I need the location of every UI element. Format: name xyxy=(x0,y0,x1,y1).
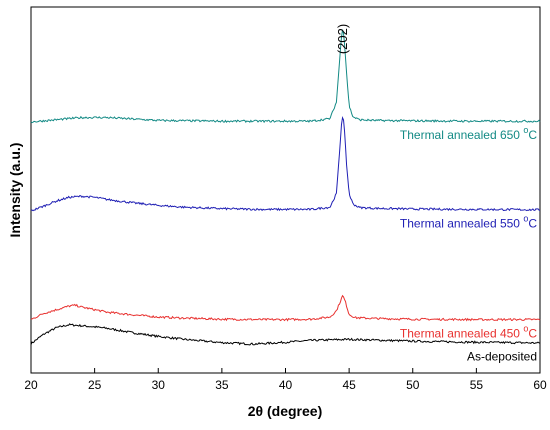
series-label-3: Thermal annealed 650 oC xyxy=(400,125,537,142)
series-layer xyxy=(30,29,541,346)
series-label-2: Thermal annealed 550 oC xyxy=(400,214,537,231)
x-tick-label: 45 xyxy=(342,378,356,392)
x-tick-label: 30 xyxy=(152,378,166,392)
x-axis-title: 2θ (degree) xyxy=(248,403,322,419)
x-tick-label: 60 xyxy=(533,378,547,392)
x-tick-label: 25 xyxy=(88,378,102,392)
x-tick-label: 40 xyxy=(279,378,293,392)
x-tick-label: 50 xyxy=(406,378,420,392)
series-line-0 xyxy=(30,323,541,346)
series-labels: As-deposited Thermal annealed 450 oC Therm… xyxy=(400,125,537,364)
x-tick-label: 20 xyxy=(24,378,38,392)
series-label-1: Thermal annealed 450 oC xyxy=(400,324,537,341)
series-line-2 xyxy=(30,115,541,212)
x-tick-label: 55 xyxy=(470,378,484,392)
series-line-1 xyxy=(30,294,541,322)
x-tick-label: 35 xyxy=(215,378,229,392)
peak-annotation-label: (202) xyxy=(335,24,350,54)
series-label-0: As-deposited xyxy=(467,350,537,364)
series-line-3 xyxy=(30,29,541,124)
y-axis-title: Intensity (a.u.) xyxy=(7,143,23,238)
x-axis-ticks: 20 25 30 35 40 45 50 55 60 xyxy=(24,368,547,392)
